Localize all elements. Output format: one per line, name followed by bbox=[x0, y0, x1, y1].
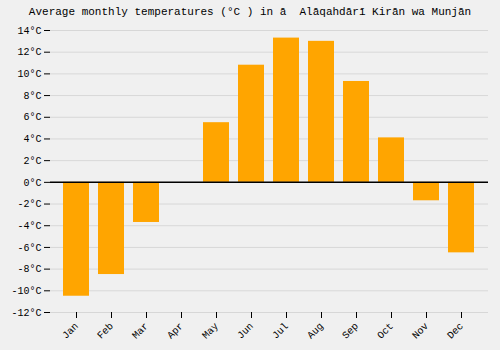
svg-text:-8°C: -8°C bbox=[17, 264, 41, 275]
svg-text:4°C: 4°C bbox=[23, 134, 41, 145]
svg-text:Sep: Sep bbox=[340, 321, 361, 342]
svg-text:Dec: Dec bbox=[445, 321, 466, 342]
svg-text:6°C: 6°C bbox=[23, 112, 41, 123]
svg-text:0°C: 0°C bbox=[23, 178, 41, 189]
svg-text:-12°C: -12°C bbox=[11, 308, 41, 319]
svg-text:Mar: Mar bbox=[130, 321, 151, 342]
svg-text:Apr: Apr bbox=[165, 321, 186, 342]
svg-text:8°C: 8°C bbox=[23, 91, 41, 102]
svg-text:-4°C: -4°C bbox=[17, 221, 41, 232]
svg-text:Oct: Oct bbox=[375, 321, 396, 342]
svg-text:14°C: 14°C bbox=[17, 26, 41, 37]
svg-text:10°C: 10°C bbox=[17, 69, 41, 80]
svg-text:Jan: Jan bbox=[60, 321, 81, 342]
html-text:Average monthly temperatures (: Average monthly temperatures (°C ) in ā … bbox=[28, 6, 472, 18]
svg-text:Nov: Nov bbox=[410, 321, 431, 342]
svg-text:-2°C: -2°C bbox=[17, 199, 41, 210]
svg-text:-6°C: -6°C bbox=[17, 243, 41, 254]
svg-text:2°C: 2°C bbox=[23, 156, 41, 167]
svg-text:Aug: Aug bbox=[305, 321, 326, 342]
svg-text:Jun: Jun bbox=[235, 321, 256, 342]
svg-text:-10°C: -10°C bbox=[11, 286, 41, 297]
svg-text:May: May bbox=[200, 321, 221, 342]
svg-text:Feb: Feb bbox=[95, 321, 116, 342]
svg-text:Jul: Jul bbox=[270, 321, 291, 342]
svg-text:12°C: 12°C bbox=[17, 47, 41, 58]
